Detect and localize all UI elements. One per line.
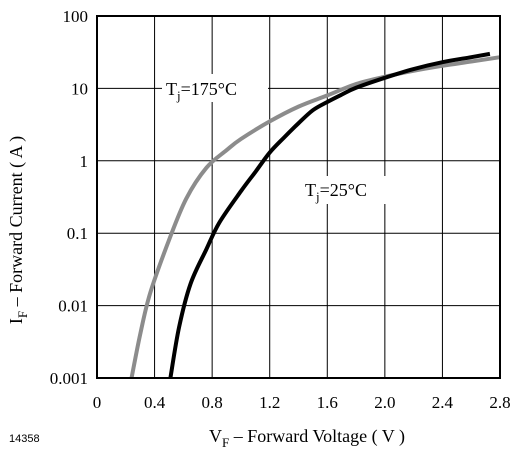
annotation-175c: Tj=175°C — [162, 74, 268, 103]
y-tick-label: 1 — [80, 152, 89, 171]
y-tick-label: 100 — [63, 7, 89, 26]
y-tick-labels: 0.001 0.01 0.1 1 10 100 — [50, 7, 88, 388]
figure-id: 14358 — [9, 433, 40, 445]
x-tick-label: 2.8 — [489, 393, 510, 412]
annotation-175c-label: Tj=175°C — [166, 79, 237, 103]
x-tick-label: 0.8 — [202, 393, 223, 412]
curves — [129, 51, 501, 379]
x-tick-label: 1.2 — [259, 393, 280, 412]
x-tick-label: 2.0 — [374, 393, 395, 412]
x-tick-label: 2.4 — [432, 393, 454, 412]
annotation-25c-background — [302, 176, 397, 204]
x-tick-label: 0 — [93, 393, 102, 412]
y-tick-label: 0.01 — [58, 297, 88, 316]
grid — [96, 15, 501, 379]
annotation-25c-label: Tj=25°C — [305, 180, 367, 204]
y-tick-label: 10 — [71, 79, 88, 98]
y-tick-label: 0.001 — [50, 369, 88, 388]
annotation-175c-background — [162, 74, 268, 102]
x-tick-label: 1.6 — [317, 393, 338, 412]
x-tick-labels: 0 0.4 0.8 1.2 1.6 2.0 2.4 2.8 — [93, 393, 511, 412]
series-tj-175c-line — [129, 55, 501, 379]
x-axis-label: VF – Forward Voltage ( V ) — [209, 426, 405, 450]
series-tj-25c-line — [168, 51, 491, 379]
x-tick-label: 0.4 — [144, 393, 166, 412]
plot-frame — [96, 15, 501, 379]
y-tick-label: 0.1 — [67, 224, 88, 243]
y-axis-label: IF – Forward Current ( A ) — [6, 136, 30, 324]
annotation-25c: Tj=25°C — [302, 176, 397, 204]
